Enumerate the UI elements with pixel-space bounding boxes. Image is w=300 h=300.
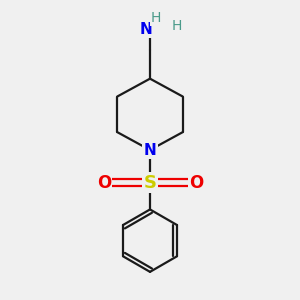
Text: S: S	[143, 174, 157, 192]
Text: H: H	[151, 11, 161, 25]
Text: N: N	[139, 22, 152, 37]
Text: N: N	[144, 142, 156, 158]
Text: O: O	[97, 174, 111, 192]
Text: O: O	[189, 174, 203, 192]
Text: H: H	[172, 19, 182, 33]
